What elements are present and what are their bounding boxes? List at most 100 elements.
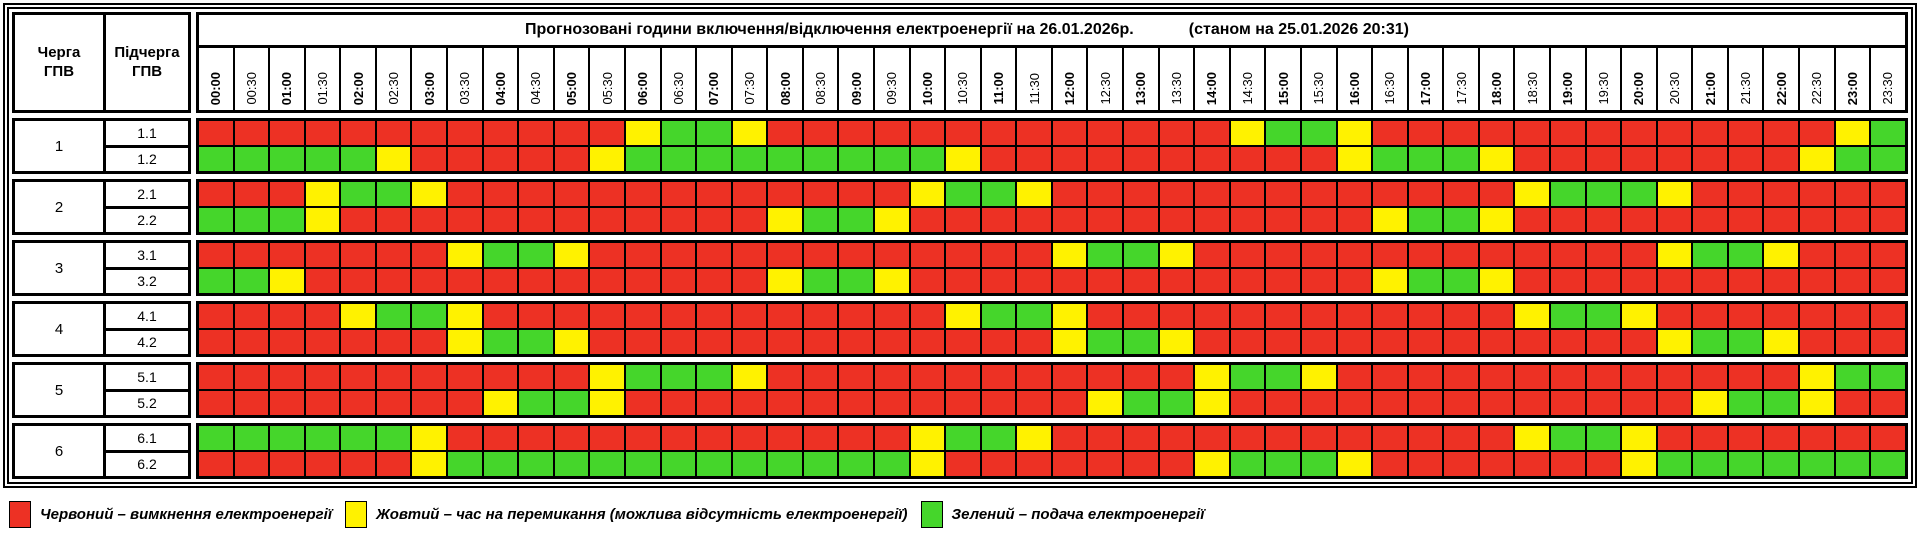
schedule-cell-green-on <box>837 269 873 293</box>
schedule-cell-green-on <box>1086 330 1123 354</box>
schedule-cell-red-off <box>588 121 624 145</box>
schedule-cell-red-off <box>1406 182 1443 206</box>
schedule-cell-red-off <box>695 182 731 206</box>
schedule-cell-red-off <box>1122 365 1158 389</box>
schedule-cell-red-off <box>199 365 233 389</box>
schedule-cell-red-off <box>623 304 660 328</box>
schedule-cell-red-off <box>446 182 482 206</box>
schedule-cell-green-on <box>1264 121 1300 145</box>
schedule-cell-green-on <box>1264 365 1300 389</box>
schedule-cell-red-off <box>1833 391 1870 415</box>
schedule-cell-red-off <box>695 304 731 328</box>
schedule-cell-red-off <box>303 452 340 476</box>
schedule-cell-green-on <box>1406 269 1443 293</box>
schedule-row <box>199 267 1905 293</box>
schedule-cell-red-off <box>1371 243 1407 267</box>
subqueue-label-cell: 2.1 <box>137 185 157 202</box>
schedule-cell-yellow-switching <box>1762 243 1799 267</box>
time-slot-label: 03:00 <box>421 71 437 105</box>
schedule-cell-red-off <box>1086 365 1123 389</box>
queue-label-box: 5 5.1 5.2 <box>12 362 191 418</box>
schedule-row <box>199 243 1905 267</box>
time-slot-cell: 23:30 <box>1869 48 1905 110</box>
schedule-cell-red-off <box>801 391 838 415</box>
schedule-cell-red-off <box>481 208 518 232</box>
schedule-cell-yellow-switching <box>766 208 802 232</box>
schedule-cell-red-off <box>1264 243 1300 267</box>
time-slot-label: 10:00 <box>919 71 935 105</box>
schedule-cell-red-off <box>659 269 696 293</box>
schedule-cell-red-off <box>730 426 767 450</box>
schedule-cell-yellow-switching <box>1193 452 1229 476</box>
schedule-cell-red-off <box>1833 426 1870 450</box>
schedule-cell-red-off <box>730 391 767 415</box>
schedule-cell-red-off <box>339 391 375 415</box>
schedule-cell-green-on <box>1833 147 1870 171</box>
schedule-cell-red-off <box>766 365 802 389</box>
time-slot-cell: 09:30 <box>872 48 909 110</box>
schedule-grid <box>196 179 1908 235</box>
schedule-cell-green-on <box>1833 452 1870 476</box>
schedule-cell-green-on <box>268 426 304 450</box>
schedule-cell-red-off <box>303 269 340 293</box>
time-slot-cell: 05:30 <box>588 48 624 110</box>
schedule-cell-green-on <box>1228 452 1265 476</box>
schedule-cell-red-off <box>1299 269 1336 293</box>
schedule-cell-red-off <box>1442 330 1478 354</box>
schedule-cell-yellow-switching <box>1477 208 1514 232</box>
schedule-cell-yellow-switching <box>872 269 909 293</box>
schedule-cell-green-on <box>944 426 980 450</box>
schedule-cell-red-off <box>303 330 340 354</box>
schedule-cell-yellow-switching <box>339 304 375 328</box>
schedule-cell-red-off <box>1264 208 1300 232</box>
time-slot-label: 12:00 <box>1062 71 1078 105</box>
schedule-cell-red-off <box>1513 391 1549 415</box>
schedule-cell-red-off <box>1833 330 1870 354</box>
schedule-cell-red-off <box>1299 330 1336 354</box>
schedule-cell-red-off <box>1762 182 1799 206</box>
schedule-cell-red-off <box>872 243 909 267</box>
schedule-cell-green-on <box>1584 426 1621 450</box>
schedule-cell-red-off <box>801 365 838 389</box>
schedule-cell-red-off <box>1477 426 1514 450</box>
time-slot-label: 08:00 <box>777 71 793 105</box>
schedule-cell-red-off <box>1015 208 1051 232</box>
time-slot-label: 02:00 <box>350 71 366 105</box>
schedule-cell-green-on <box>481 330 518 354</box>
schedule-cell-green-on <box>1548 304 1585 328</box>
schedule-cell-red-off <box>1406 391 1443 415</box>
schedule-cell-green-on <box>872 147 909 171</box>
schedule-cell-green-on <box>481 452 518 476</box>
schedule-cell-red-off <box>517 269 553 293</box>
schedule-cell-red-off <box>1762 426 1799 450</box>
schedule-cell-red-off <box>303 365 340 389</box>
schedule-cell-red-off <box>1406 121 1443 145</box>
schedule-cell-red-off <box>944 452 980 476</box>
schedule-cell-red-off <box>1691 426 1727 450</box>
schedule-cell-red-off <box>1691 121 1727 145</box>
schedule-cell-green-on <box>659 147 696 171</box>
time-slot-label: 14:30 <box>1240 72 1256 105</box>
schedule-cell-green-on <box>730 452 767 476</box>
schedule-cell-red-off <box>1726 147 1763 171</box>
schedule-cell-red-off <box>837 182 873 206</box>
time-slot-cell: 20:30 <box>1655 48 1692 110</box>
schedule-cell-green-on <box>659 452 696 476</box>
schedule-cell-red-off <box>268 330 304 354</box>
schedule-cell-yellow-switching <box>1477 147 1514 171</box>
schedule-cell-green-on <box>1726 330 1763 354</box>
schedule-cell-red-off <box>339 208 375 232</box>
schedule-cell-red-off <box>1442 121 1478 145</box>
schedule-cell-red-off <box>1513 330 1549 354</box>
subqueue-label-cell: 2.2 <box>106 205 188 233</box>
schedule-cell-green-on <box>1371 147 1407 171</box>
queue-number-cell: 3 <box>15 243 106 293</box>
schedule-cell-red-off <box>1050 391 1087 415</box>
schedule-cell-red-off <box>1477 330 1514 354</box>
schedule-cell-red-off <box>1157 269 1194 293</box>
schedule-cell-red-off <box>446 365 482 389</box>
schedule-cell-red-off <box>1406 330 1443 354</box>
schedule-cell-red-off <box>801 304 838 328</box>
schedule-cell-green-on <box>1762 452 1799 476</box>
schedule-cell-red-off <box>659 426 696 450</box>
